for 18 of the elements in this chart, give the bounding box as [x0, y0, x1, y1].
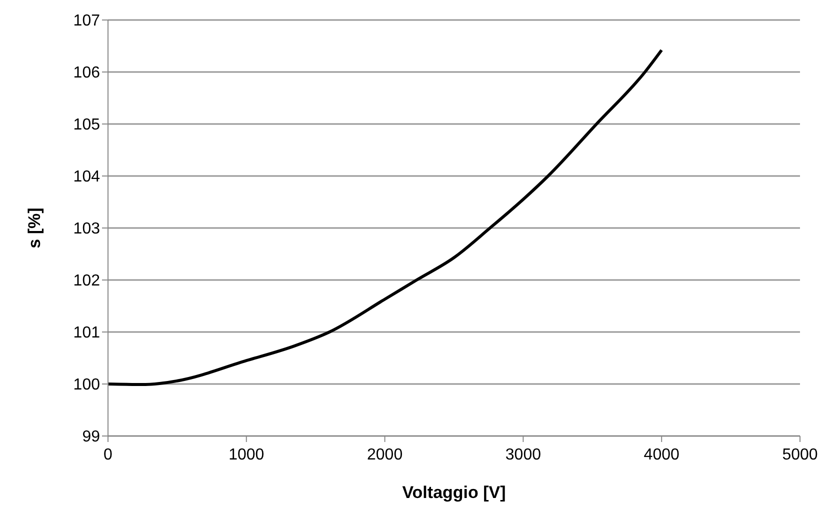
y-axis-title: s [%]	[25, 208, 44, 248]
y-tick-label: 100	[73, 376, 100, 394]
x-tick-label: 0	[104, 446, 113, 464]
x-tick-label: 4000	[644, 446, 680, 464]
y-tick-label: 104	[73, 168, 100, 186]
line-series	[108, 48, 664, 386]
y-tick-label: 106	[73, 64, 100, 82]
x-tick-label: 5000	[782, 446, 818, 464]
y-tick-label: 101	[73, 324, 100, 342]
y-tick-label: 105	[73, 116, 100, 134]
y-tick-label: 102	[73, 272, 100, 290]
x-tick-label: 1000	[228, 446, 264, 464]
x-tick-label: 2000	[367, 446, 403, 464]
y-tick-label: 103	[73, 220, 100, 238]
y-tick-label: 107	[73, 12, 100, 30]
x-axis-title: Voltaggio [V]	[402, 483, 506, 502]
y-tick-label: 99	[82, 428, 100, 446]
x-tick-label: 3000	[505, 446, 542, 464]
